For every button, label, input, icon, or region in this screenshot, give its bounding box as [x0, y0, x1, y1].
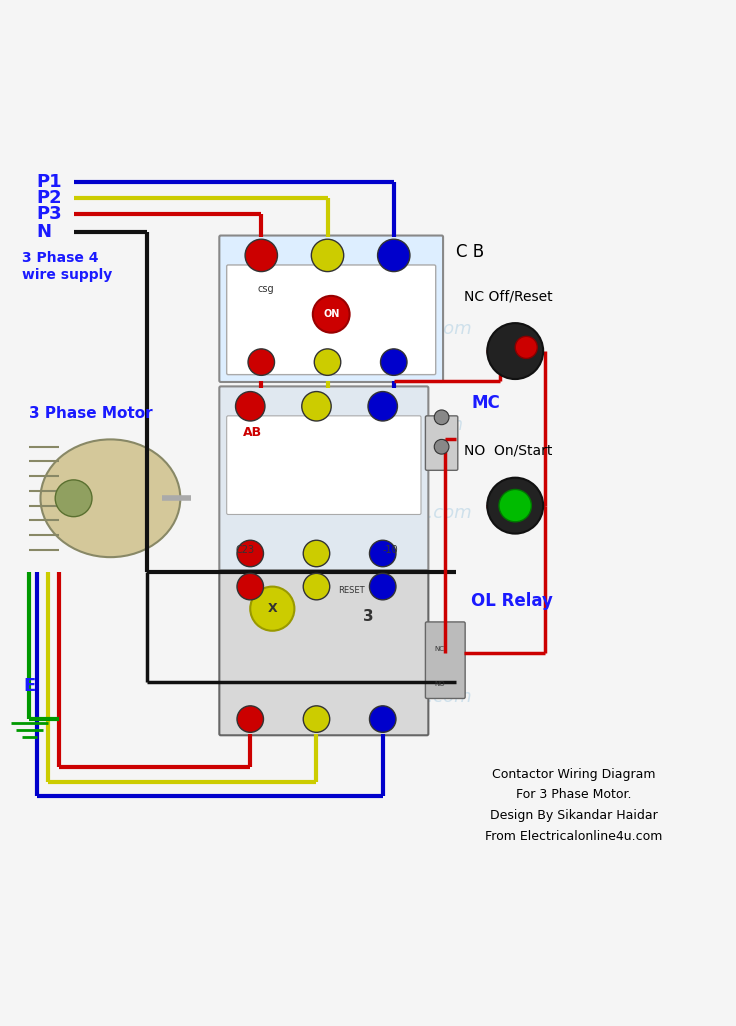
Text: ElectricalOnline4u.com: ElectricalOnline4u.com [264, 504, 472, 522]
Text: 3 Phase 4
wire supply: 3 Phase 4 wire supply [22, 251, 113, 281]
Text: ON: ON [323, 309, 339, 319]
Circle shape [499, 489, 531, 522]
Circle shape [515, 337, 537, 358]
Text: N: N [37, 223, 52, 241]
FancyBboxPatch shape [219, 236, 443, 382]
Circle shape [487, 478, 543, 534]
Circle shape [369, 706, 396, 733]
Text: P2: P2 [37, 189, 63, 207]
FancyBboxPatch shape [227, 265, 436, 374]
Text: NO: NO [434, 681, 445, 686]
Circle shape [369, 574, 396, 600]
Text: RESET: RESET [339, 586, 365, 595]
Text: C B: C B [456, 243, 484, 261]
FancyBboxPatch shape [425, 416, 458, 470]
Text: Design By Sikandar Haidar: Design By Sikandar Haidar [490, 808, 658, 822]
Text: From Electricalonline4u.com: From Electricalonline4u.com [486, 830, 662, 842]
Text: ElectricalOnline4u.com: ElectricalOnline4u.com [264, 688, 472, 706]
Text: NO  On/Start: NO On/Start [464, 444, 552, 458]
Circle shape [434, 410, 449, 425]
Text: NC: NC [434, 646, 445, 653]
Text: 3 Phase Motor: 3 Phase Motor [29, 406, 153, 421]
Circle shape [250, 587, 294, 631]
FancyBboxPatch shape [219, 570, 428, 736]
Text: Contactor Wiring Diagram: Contactor Wiring Diagram [492, 767, 656, 781]
Circle shape [369, 541, 396, 566]
Text: For 3 Phase Motor.: For 3 Phase Motor. [517, 788, 631, 801]
Text: X: X [267, 602, 277, 616]
Circle shape [368, 392, 397, 421]
Text: NC Off/Reset: NC Off/Reset [464, 289, 552, 304]
Circle shape [303, 706, 330, 733]
Circle shape [55, 480, 92, 517]
Circle shape [434, 439, 449, 455]
Text: P3: P3 [37, 205, 63, 224]
Ellipse shape [40, 439, 180, 557]
Circle shape [313, 295, 350, 332]
Text: AB: AB [243, 426, 262, 438]
FancyBboxPatch shape [425, 622, 465, 699]
Text: MC: MC [471, 394, 500, 411]
Circle shape [303, 574, 330, 600]
Text: C23: C23 [236, 545, 255, 555]
Circle shape [236, 392, 265, 421]
Circle shape [245, 239, 277, 272]
Text: csg: csg [258, 283, 275, 293]
Circle shape [303, 541, 330, 566]
Circle shape [237, 574, 263, 600]
Text: P1: P1 [37, 172, 63, 191]
Circle shape [302, 392, 331, 421]
Circle shape [381, 349, 407, 376]
Text: 3: 3 [363, 608, 373, 624]
Circle shape [314, 349, 341, 376]
Circle shape [487, 323, 543, 379]
Circle shape [237, 541, 263, 566]
Text: ElectricalOnline4u.com: ElectricalOnline4u.com [264, 320, 472, 338]
Circle shape [237, 706, 263, 733]
FancyBboxPatch shape [227, 416, 421, 514]
Text: ElectricalOnline4u.com: ElectricalOnline4u.com [272, 416, 464, 434]
Text: OL Relay: OL Relay [471, 592, 553, 610]
Text: E: E [24, 677, 35, 695]
Text: -10: -10 [383, 545, 398, 555]
FancyBboxPatch shape [219, 387, 428, 574]
Circle shape [311, 239, 344, 272]
Circle shape [248, 349, 275, 376]
Circle shape [378, 239, 410, 272]
